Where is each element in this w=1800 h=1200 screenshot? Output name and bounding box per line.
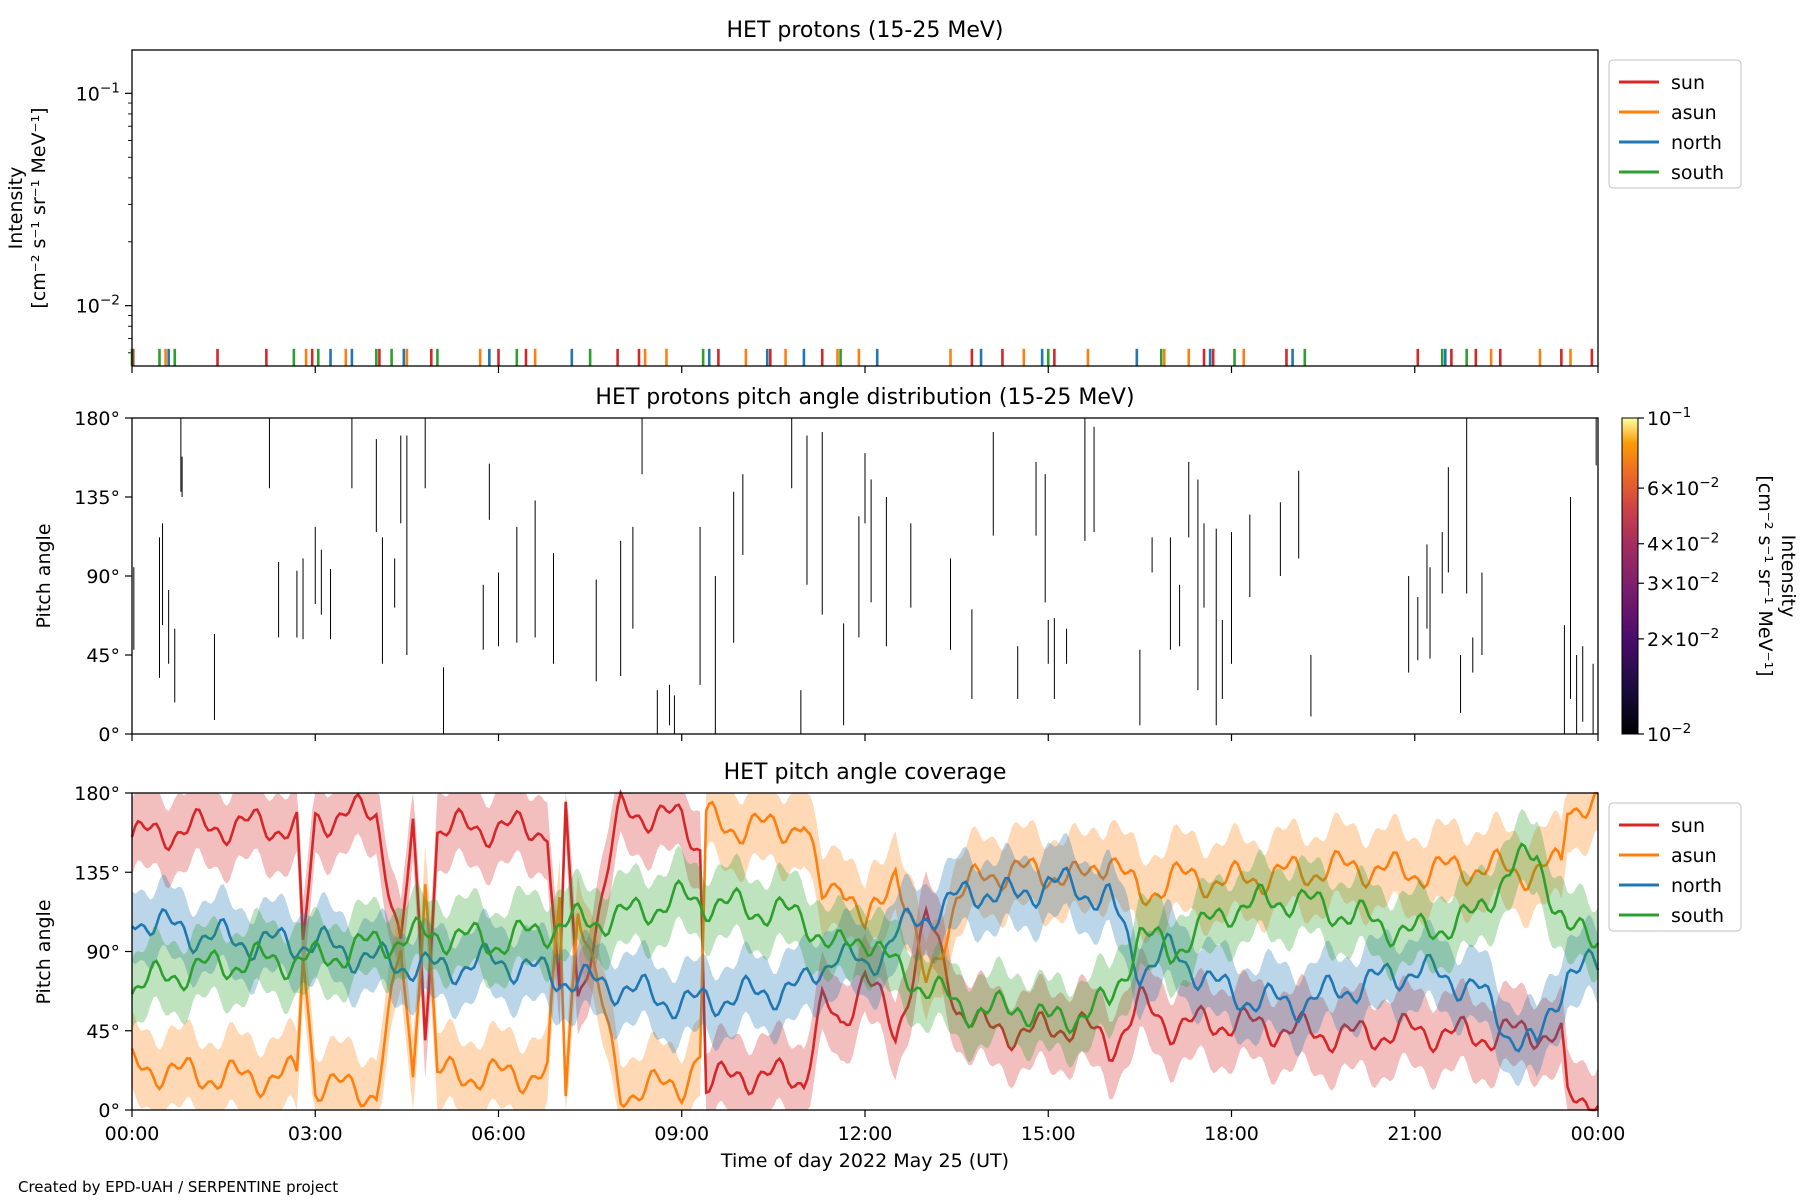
intensity-y-axis-label-line2: [cm⁻² s⁻¹ sr⁻¹ MeV⁻¹] <box>28 107 50 308</box>
intensity-legend: sun asun north south <box>1608 59 1742 189</box>
colorbar-gradient <box>1621 417 1639 735</box>
coverage-x-tick-label: 21:00 <box>1387 1123 1442 1145</box>
colorbar-tick-label: 6×10−2 <box>1647 475 1719 500</box>
coverage-legend-label-sun: sun <box>1671 815 1705 837</box>
intensity-panel-title: HET protons (15-25 MeV) <box>727 18 1004 43</box>
pitch-angle-distribution-panel: HET protons pitch angle distribution (15… <box>33 385 1799 746</box>
distribution-y-tick-label: 135° <box>74 487 120 509</box>
colorbar-tick-label: 10−1 <box>1647 405 1691 430</box>
distribution-y-tick-label: 180° <box>74 408 120 430</box>
colorbar-tick-label: 2×10−2 <box>1647 626 1719 651</box>
pitch-angle-coverage-panel: HET pitch angle coverage 0° 45° 90° 135° 180… <box>33 760 1742 1172</box>
distribution-y-tick-label: 90° <box>86 566 120 588</box>
coverage-legend-box <box>1608 802 1742 932</box>
distribution-y-axis-label: Pitch angle <box>33 523 55 628</box>
coverage-legend-label-asun: asun <box>1671 845 1717 867</box>
coverage-x-tick-label: 03:00 <box>288 1123 343 1145</box>
coverage-y-tick-label: 135° <box>74 862 120 884</box>
colorbar: 10−1 6×10−2 4×10−2 3×10−2 2×10−2 10−2 Intensit… <box>1621 405 1799 746</box>
intensity-y-tick-label: 10−1 <box>76 80 120 105</box>
coverage-panel-title: HET pitch angle coverage <box>724 760 1007 785</box>
coverage-x-tick-label: 12:00 <box>838 1123 893 1145</box>
intensity-y-tick-label: 10−2 <box>76 293 120 318</box>
colorbar-tick-label: 4×10−2 <box>1647 531 1719 556</box>
intensity-legend-label-south: south <box>1671 162 1724 184</box>
intensity-y-axis-label: Intensity[cm⁻² s⁻¹ sr⁻¹ MeV⁻¹] <box>5 107 50 308</box>
coverage-x-axis-label: Time of day 2022 May 25 (UT) <box>720 1150 1009 1172</box>
coverage-x-tick-label: 00:00 <box>105 1123 160 1145</box>
coverage-y-axis-label: Pitch angle <box>33 899 55 1004</box>
coverage-x-tick-label: 09:00 <box>654 1123 709 1145</box>
coverage-y-tick-label: 0° <box>98 1100 120 1122</box>
coverage-x-tick-label: 06:00 <box>471 1123 526 1145</box>
coverage-x-tick-label: 18:00 <box>1204 1123 1259 1145</box>
coverage-y-tick-label: 90° <box>86 942 120 964</box>
intensity-legend-label-north: north <box>1671 132 1722 154</box>
colorbar-label-line2: [cm⁻² s⁻¹ sr⁻¹ MeV⁻¹] <box>1754 475 1776 676</box>
coverage-line-asun <box>130 791 1599 1109</box>
distribution-y-tick-label: 45° <box>86 645 120 667</box>
coverage-line-sun <box>130 788 1600 1112</box>
intensity-panel: HET protons (15-25 MeV) 10−1 10−2 Intensit… <box>5 18 1742 373</box>
coverage-legend-label-north: north <box>1671 875 1722 897</box>
coverage-legend: sun asun north south <box>1608 802 1742 932</box>
intensity-legend-label-sun: sun <box>1671 72 1705 94</box>
coverage-x-tick-label: 15:00 <box>1021 1123 1076 1145</box>
coverage-x-tick-label: 00:00 <box>1571 1123 1626 1145</box>
intensity-plot-area <box>131 49 1599 367</box>
colorbar-label-line1: Intensity <box>1777 535 1799 618</box>
distribution-y-tick-label: 0° <box>98 724 120 746</box>
coverage-y-tick-label: 45° <box>86 1021 120 1043</box>
coverage-band-south <box>132 808 1598 1068</box>
intensity-legend-label-asun: asun <box>1671 102 1717 124</box>
distribution-panel-title: HET protons pitch angle distribution (15… <box>595 385 1134 410</box>
coverage-legend-label-south: south <box>1671 905 1724 927</box>
intensity-legend-box <box>1608 59 1742 189</box>
credit-footer: Created by EPD-UAH / SERPENTINE project <box>18 1178 339 1196</box>
intensity-y-axis-label-line1: Intensity <box>5 167 27 250</box>
colorbar-label: Intensity[cm⁻² s⁻¹ sr⁻¹ MeV⁻¹] <box>1754 475 1799 676</box>
colorbar-tick-label: 3×10−2 <box>1647 570 1719 595</box>
coverage-y-tick-label: 180° <box>74 783 120 805</box>
coverage-line-north <box>131 866 1600 1053</box>
colorbar-tick-label: 10−2 <box>1647 721 1691 746</box>
coverage-line-south <box>130 842 1600 1035</box>
